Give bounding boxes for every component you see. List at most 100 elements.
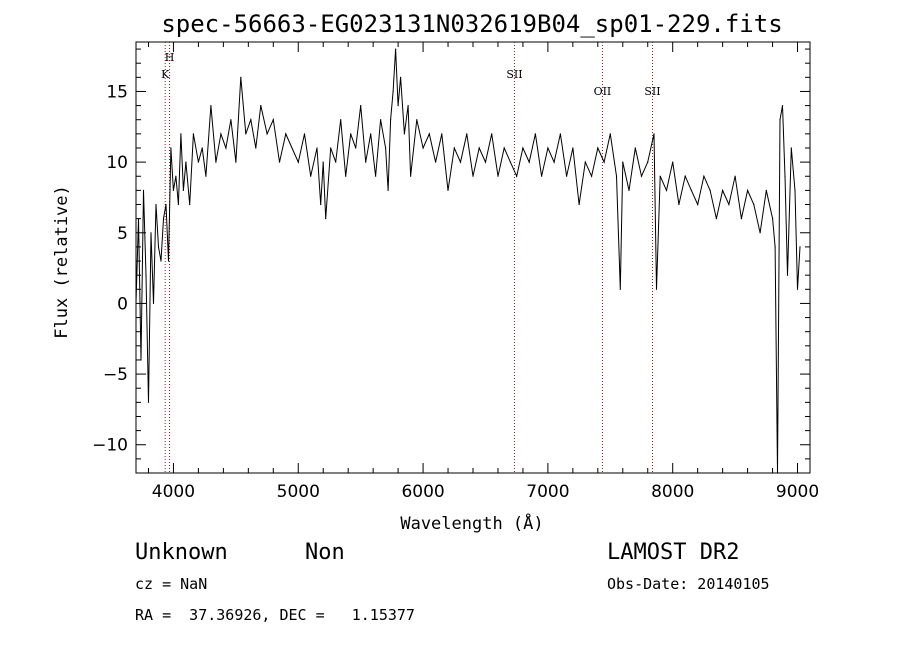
spectrum-point — [142, 189, 145, 191]
spectral-line-markers: KH SII OII SII — [161, 42, 661, 473]
spectrum-point — [272, 119, 274, 121]
spectrum-point — [155, 203, 157, 206]
spectrum-point — [260, 105, 262, 107]
spectrum-point — [387, 189, 389, 191]
spectrum-point — [790, 147, 792, 149]
spectrum-point — [779, 119, 781, 121]
spectrum-point — [345, 175, 347, 177]
spectrum-point — [150, 232, 152, 234]
spectrum-point — [509, 161, 511, 163]
spectrum-point — [559, 133, 562, 135]
spectrum-point — [759, 232, 761, 234]
spectrum-point — [201, 147, 203, 149]
line-marker-label: SII — [644, 85, 660, 98]
spectrum-point — [230, 119, 232, 121]
spectrum-point — [541, 175, 543, 177]
spectrum-point — [459, 161, 462, 163]
spectrum-series — [135, 48, 801, 474]
spectrum-point — [397, 105, 399, 107]
spectrum-point — [794, 189, 796, 191]
object-class: Unknown — [135, 540, 228, 565]
spectrum-point — [615, 175, 618, 177]
spectrum-point — [447, 189, 449, 191]
spectrum-point — [619, 288, 621, 290]
line-marker-label: H — [165, 51, 175, 64]
spectrum-point — [776, 472, 779, 474]
spectrum-point — [355, 147, 357, 149]
spectrum-point — [547, 147, 549, 149]
y-tick-label: 10 — [106, 153, 128, 173]
y-tick-label: 15 — [106, 82, 128, 102]
x-tick-label: 9000 — [776, 482, 819, 502]
spectrum-point — [715, 218, 718, 220]
spectrum-point — [210, 105, 212, 107]
spectrum-point — [205, 175, 207, 177]
spectrum-point — [497, 175, 499, 177]
spectrum-point — [747, 189, 749, 191]
spectrum-point — [172, 189, 174, 191]
line-marker-label: OII — [594, 85, 612, 98]
spectrum-point — [395, 48, 397, 50]
spectrum-point — [167, 260, 170, 262]
spectrum-point — [245, 133, 247, 135]
spectrum-point — [566, 175, 568, 177]
spectrum-point — [553, 161, 555, 163]
x-axis-label: Wavelength (Å) — [400, 512, 543, 534]
spectrum-point — [774, 246, 776, 248]
spectrum-point — [422, 147, 424, 149]
spectrum-point — [640, 175, 643, 177]
line-marker-label: K — [161, 68, 170, 81]
spectrum-point — [472, 175, 474, 177]
plot-frame — [135, 41, 811, 474]
spectrum-point — [255, 147, 257, 149]
spectrum-point — [297, 161, 299, 163]
spectrum-point — [697, 203, 699, 206]
spectrum-point — [753, 203, 755, 206]
spectrum-point — [416, 119, 418, 121]
y-axis: −10 −5 0 5 10 15 — [92, 48, 810, 460]
spectrum-point — [678, 203, 680, 206]
observation-date: Obs-Date: 20140105 — [607, 575, 770, 593]
spectrum-point — [182, 189, 184, 191]
spectrum-point — [316, 147, 318, 149]
spectrum-point — [165, 203, 167, 206]
spectrum-point — [572, 147, 574, 149]
spectrum-point — [215, 161, 217, 163]
spectrum-point — [690, 189, 693, 191]
spectrum-point — [410, 175, 412, 177]
spectrum-point — [528, 161, 530, 163]
spectrum-point — [350, 133, 352, 135]
spectrum-point — [734, 175, 736, 177]
y-axis-label: Flux (relative) — [52, 185, 72, 339]
spectrum-point — [291, 147, 293, 149]
spectrum-point — [240, 76, 242, 78]
x-tick-label: 7000 — [526, 482, 569, 502]
spectrum-point — [796, 288, 799, 290]
spectrum-point — [484, 161, 487, 163]
spectrum-point — [400, 76, 402, 78]
spectrum-point — [522, 147, 524, 149]
object-subclass: Non — [305, 540, 345, 565]
spectrum-point — [703, 175, 705, 177]
spectrum-point — [534, 133, 537, 135]
spectrum-point — [266, 133, 268, 135]
spectrum-point — [145, 274, 147, 276]
spectrum-point — [435, 161, 437, 163]
spectrum-point — [175, 175, 177, 177]
spectrum-point — [197, 161, 199, 163]
x-tick-label: 6000 — [401, 482, 444, 502]
spectrum-point — [655, 288, 658, 290]
spectrum-point — [584, 161, 586, 163]
spectrum-point — [728, 203, 730, 206]
spectrum-point — [403, 133, 405, 135]
spectrum-point — [303, 133, 306, 135]
spectrum-point — [441, 133, 443, 135]
spectrum-point — [781, 105, 784, 107]
spectrum-point — [162, 218, 165, 220]
y-tick-label: 5 — [117, 224, 128, 244]
spectrum-point — [189, 203, 191, 206]
spectrum-point — [322, 161, 324, 163]
spectrum-point — [428, 133, 430, 135]
spectrum-point — [491, 133, 493, 135]
